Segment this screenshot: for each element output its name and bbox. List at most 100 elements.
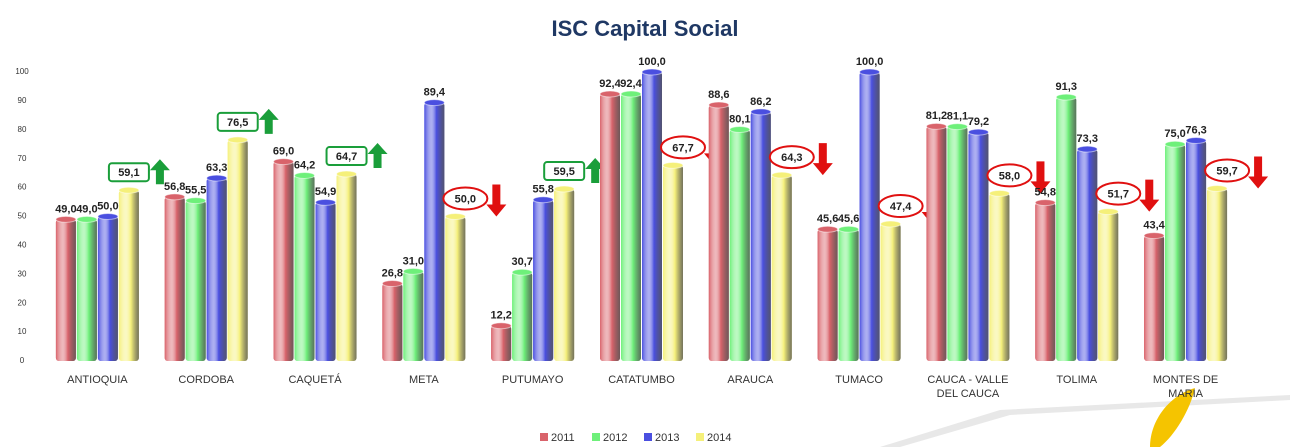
label-ring [986,163,1033,188]
bar-shade [1035,202,1056,361]
y-tick-label: 90 [18,96,27,105]
data-label: 75,0 [1164,128,1185,140]
bar-shade [1165,144,1186,361]
bar-shade [1144,235,1165,361]
bar [511,268,533,361]
x-tick-label: META [408,374,439,386]
x-tick-label: PUTUMAYO [501,374,564,386]
bar [532,196,554,361]
bar-shade [273,161,294,361]
bar [206,174,228,361]
bar-top [1164,140,1186,148]
data-label: 50,0 [455,193,476,205]
bar [599,90,621,362]
bar-shade [1207,188,1228,361]
y-tick-label: 100 [15,67,29,76]
bar [273,158,295,361]
bar [1055,93,1077,361]
data-label: 88,6 [708,89,729,101]
data-label: 51,7 [1108,188,1129,200]
trend-arrow [367,143,388,169]
bar-top [988,189,1010,197]
bar [1034,199,1056,361]
legend-swatch [540,433,548,441]
bar-top [838,225,860,233]
data-label: 69,0 [273,145,294,157]
bar [838,225,860,361]
data-label: 59,7 [1216,165,1237,177]
bar-top [185,197,207,205]
y-tick-label: 0 [20,356,25,365]
x-tick-label: ARAUCA [727,374,774,386]
legend-label: 2013 [655,432,679,444]
bar-shade [185,200,206,361]
bar [76,215,98,361]
bar-top [859,68,881,76]
bar-top [620,90,642,98]
bar-shade [491,325,512,361]
bar-top [925,122,947,130]
bar [402,267,424,361]
data-label: 31,0 [403,255,424,267]
bar [444,213,466,361]
bar-shade [817,229,838,361]
label-box [543,161,586,182]
bar [1206,184,1228,361]
bar-top [662,161,684,169]
bar-shade [97,216,118,361]
bar [1076,145,1098,361]
x-tick-label: ANTIOQUIA [67,374,128,386]
bar [1143,232,1165,361]
bar-top [599,90,621,98]
data-label: 86,2 [750,96,771,108]
bar [1164,140,1186,361]
bar [55,215,77,361]
data-label: 92,4 [599,78,621,90]
bar-top [294,171,316,179]
bar [988,189,1010,361]
data-label: 81,2 [926,110,947,122]
bar-top [532,196,554,204]
bar-top [164,193,186,201]
y-tick-label: 70 [18,154,27,163]
bar-shade [771,175,792,361]
bar-shade [1056,97,1077,361]
data-label: 54,9 [315,186,336,198]
bar [880,220,902,361]
bar-top [880,220,902,228]
bar-shade [403,271,424,361]
label-box [107,162,150,183]
y-tick-label: 20 [18,298,27,307]
legend-swatch [644,433,652,441]
bar-shade [445,216,466,361]
bar-shade [729,129,750,361]
data-label: 64,3 [781,152,802,164]
bar-shade [642,72,662,361]
bar-top [118,186,140,194]
x-tick-label: TUMACO [835,374,883,386]
bar-shade [55,219,76,361]
data-label: 45,6 [838,213,859,225]
data-label: 80,1 [729,113,750,125]
bar-shade [164,196,185,361]
label-ring [768,145,815,170]
data-label: 91,3 [1056,81,1077,93]
bar-shade [533,199,554,361]
bar-top [336,170,358,178]
bar-shade [838,229,859,361]
data-label: 55,5 [185,185,206,197]
data-label: 76,5 [227,117,248,129]
label-box [216,111,259,132]
bar-shade [118,190,139,361]
bar-top [708,101,730,109]
data-label: 59,1 [118,167,139,179]
data-label: 54,8 [1035,187,1056,199]
bar-shade [663,165,683,361]
bar [294,171,316,361]
bar-top [423,99,445,107]
bar [553,185,575,361]
data-label: 43,4 [1143,219,1165,231]
trend-arrow [258,108,279,134]
bar [946,123,968,361]
legend-swatch [592,433,600,441]
